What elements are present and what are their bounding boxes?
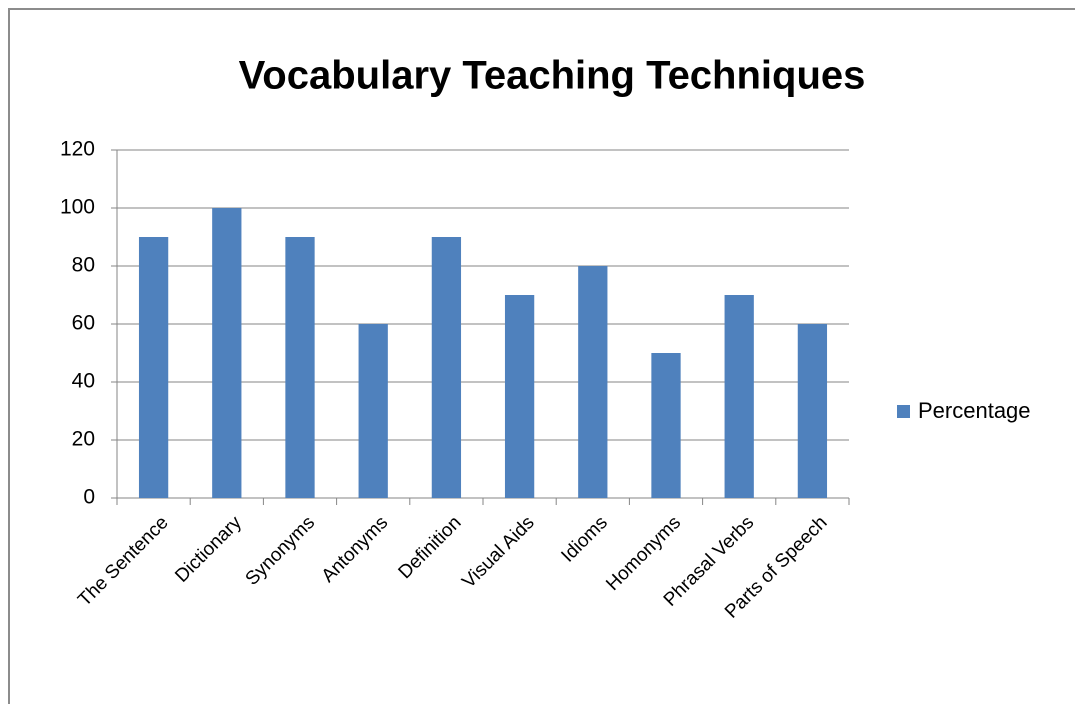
- y-tick-label: 80: [72, 254, 95, 277]
- y-tick-label: 40: [72, 370, 95, 393]
- bar: [431, 237, 462, 498]
- legend-label: Percentage: [918, 398, 1031, 423]
- legend-swatch: [897, 405, 910, 418]
- bar: [797, 324, 828, 498]
- chart-title: Vocabulary Teaching Techniques: [239, 54, 866, 98]
- bar: [651, 353, 681, 498]
- bar: [724, 295, 754, 498]
- y-tick-label: 0: [83, 486, 95, 509]
- bar: [138, 237, 169, 498]
- bar: [212, 208, 242, 498]
- bar: [358, 324, 388, 498]
- y-tick-label: 60: [72, 312, 95, 335]
- bar: [504, 295, 535, 498]
- bar: [578, 266, 608, 498]
- y-tick-label: 120: [60, 138, 95, 161]
- chart-border: [8, 8, 1075, 704]
- y-tick-label: 20: [72, 428, 95, 451]
- y-tick-label: 100: [60, 196, 95, 219]
- bar: [285, 237, 315, 498]
